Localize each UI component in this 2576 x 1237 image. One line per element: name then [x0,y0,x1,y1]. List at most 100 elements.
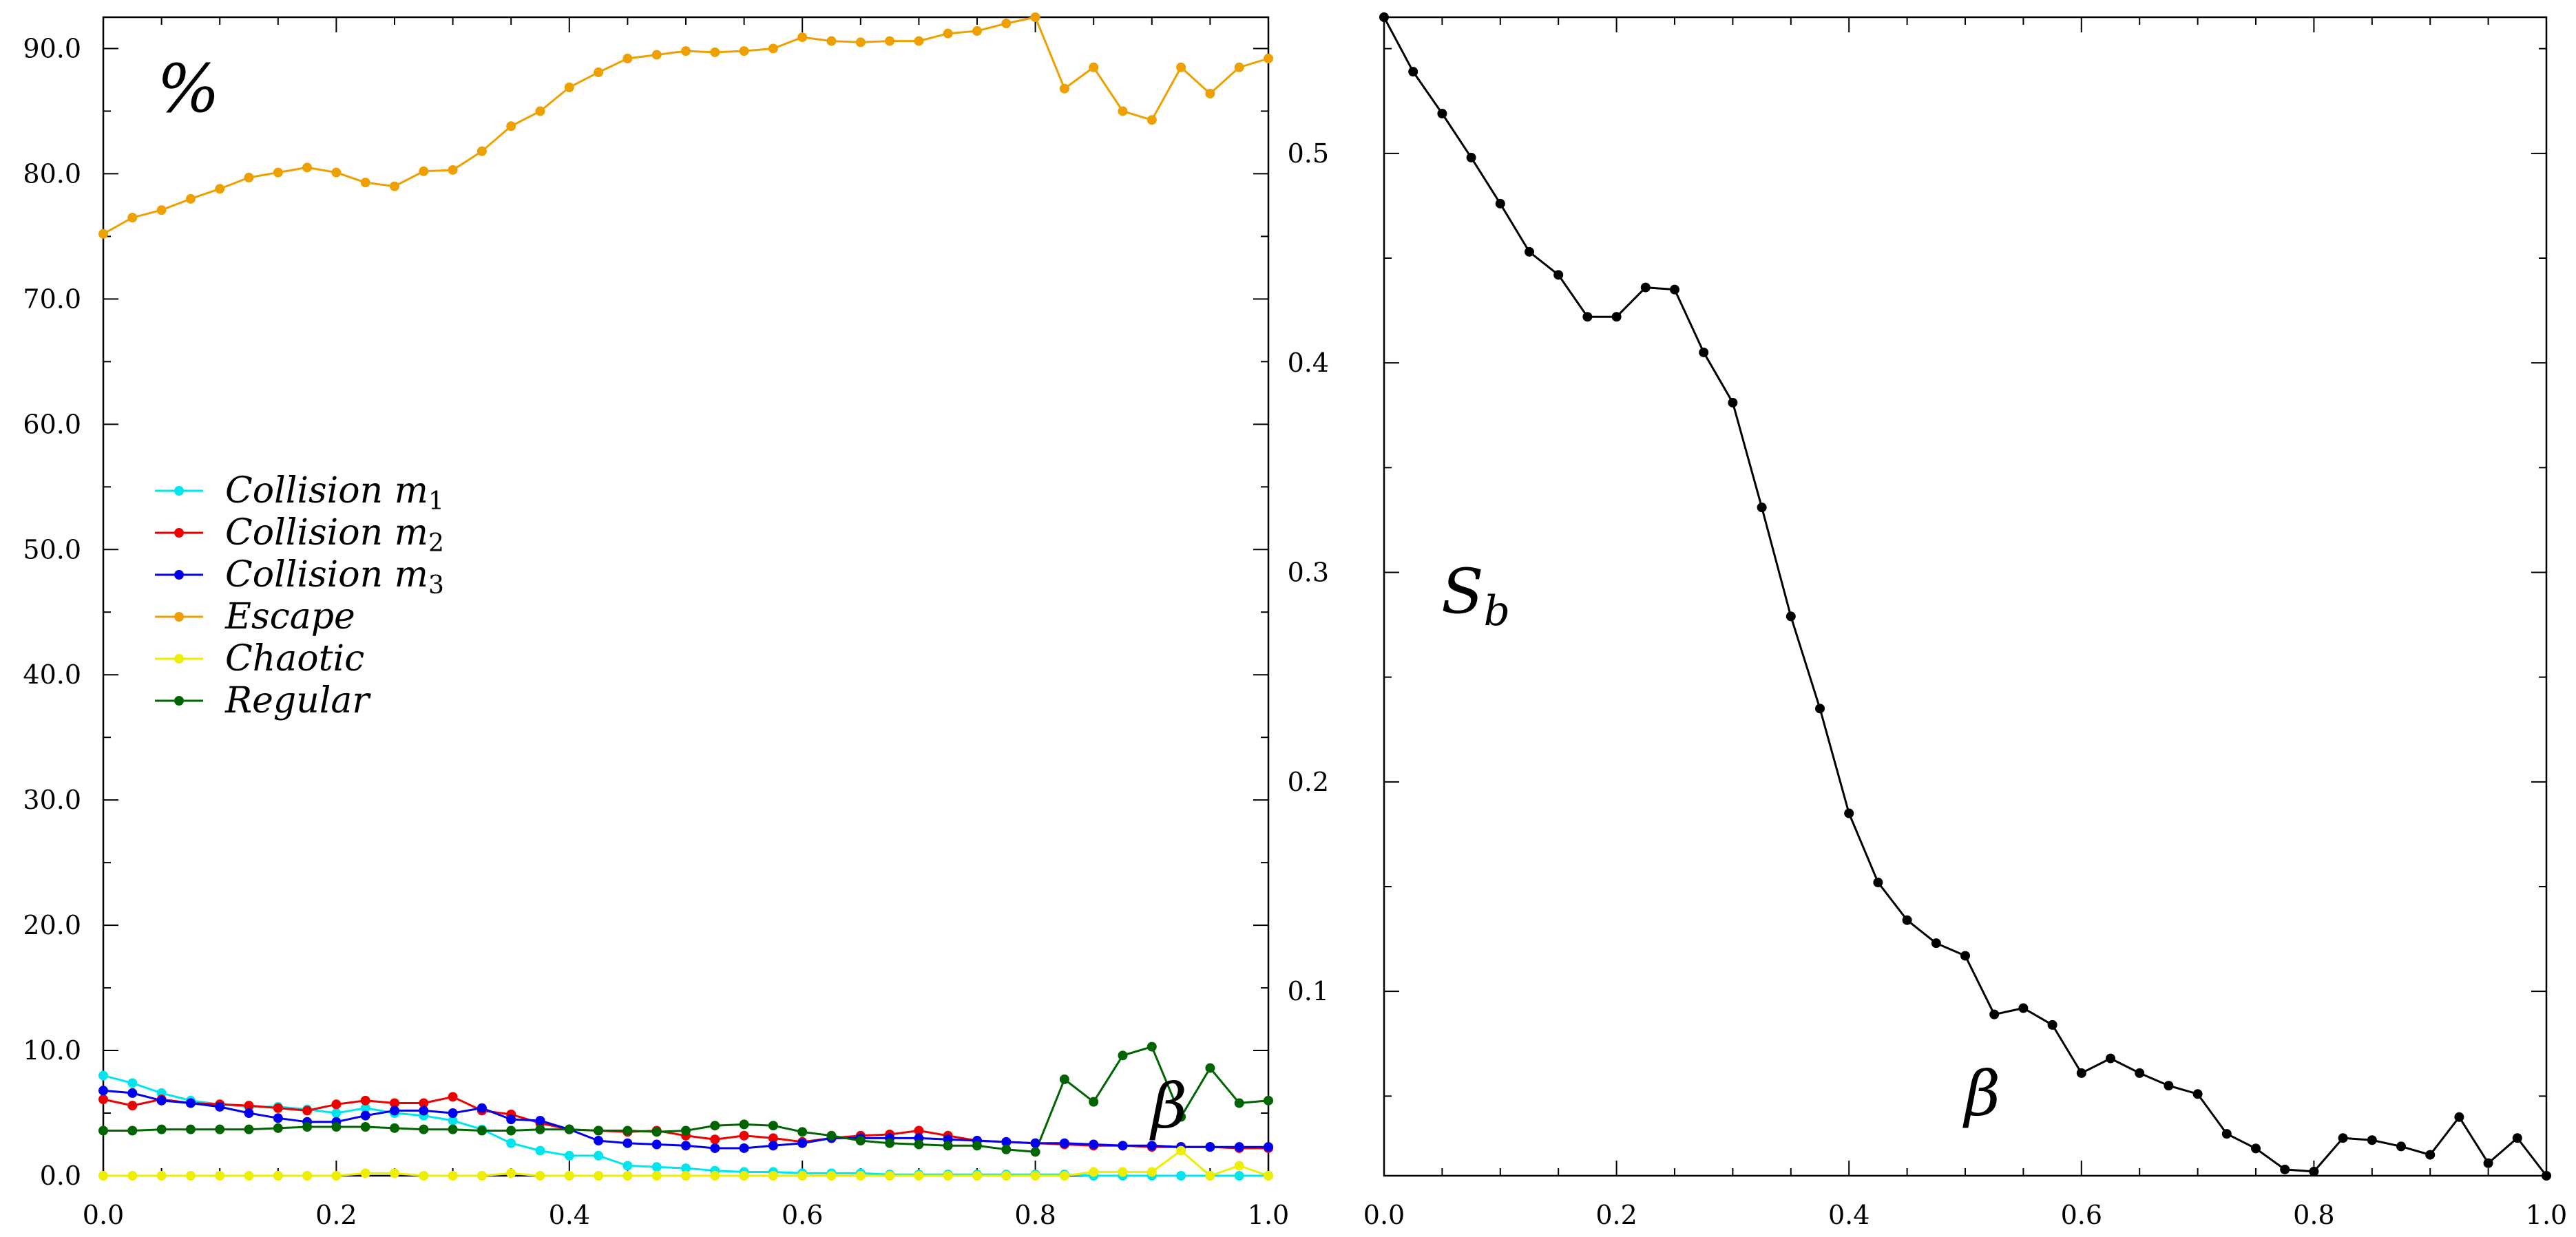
data-point [1234,1161,1244,1171]
data-point [855,1171,866,1181]
data-point [622,1161,633,1171]
data-point [710,1143,720,1153]
data-point [127,1125,138,1136]
left-tick-labels: 0.0 0.2 0.4 0.6 0.8 1.0 0.0 10.0 20.0 30.0 40.0 50.… [23,33,1289,1230]
data-point [1059,1171,1069,1181]
data-point [622,54,633,64]
data-point [2425,1150,2436,1160]
data-point [506,121,516,131]
data-point [535,1171,545,1181]
legend-swatch-point [174,696,184,706]
data-point [885,1171,895,1181]
data-point [185,193,196,204]
data-point [127,213,138,223]
data-point [477,1125,487,1136]
data-point [1525,246,1534,257]
data-point [710,47,720,57]
data-point [768,1171,778,1181]
x-tick-label: 0.8 [1014,1200,1056,1230]
data-point [448,165,458,175]
data-point [2192,1089,2203,1099]
data-point [2018,1003,2029,1013]
x-tick-label: 0.2 [1595,1200,1637,1230]
right-x-axis-label: β [1962,1058,2000,1130]
right-axis-ticks [1383,17,2547,1176]
data-point [768,1133,778,1143]
data-point [127,1171,138,1181]
data-point [448,1108,458,1119]
data-point [1264,54,1273,64]
data-point [1118,1141,1128,1151]
data-point [855,37,866,47]
data-point [1001,1136,1012,1147]
legend-entry-subscript: 3 [428,571,444,600]
y-tick-label: 0.3 [1288,558,1329,588]
data-point [681,1163,691,1174]
y-tick-label: 70.0 [23,284,81,314]
x-tick-label: 0.6 [2061,1200,2102,1230]
data-point [390,181,399,191]
x-tick-label: 0.2 [315,1200,357,1230]
data-point [651,1171,662,1181]
data-point [739,1130,749,1141]
data-point [1001,1171,1012,1181]
legend-swatch-point [174,528,184,538]
data-point [1495,198,1505,209]
data-point [390,1106,399,1116]
data-point [360,1095,370,1106]
data-point [244,1124,254,1134]
data-point [826,36,837,46]
data-point [98,1171,108,1181]
data-point [1640,282,1651,293]
data-point [797,1171,808,1181]
data-point [768,43,778,54]
data-point [215,1101,225,1112]
legend-entry-subscript: 2 [428,529,444,558]
data-point [302,162,313,173]
y-tick-label: 50.0 [23,534,81,564]
data-point [594,1150,604,1161]
y-tick-label: 20.0 [23,910,81,940]
data-point [1902,915,1912,925]
data-point [2221,1129,2232,1139]
data-point [1059,1138,1069,1148]
data-point [1931,938,1941,949]
data-point [506,1168,516,1178]
data-point [768,1121,778,1131]
data-point [506,1114,516,1125]
data-point [360,1110,370,1121]
data-point [1146,1167,1157,1177]
data-point [2106,1053,2115,1064]
data-point [2309,1166,2319,1176]
data-point [215,184,225,194]
legend-swatch-point [174,486,184,496]
legend-entry-label: Chaotic [225,638,364,679]
data-point [1001,19,1012,29]
data-point [855,1136,866,1146]
right-series-lines [1383,17,2548,1176]
data-point [98,229,108,239]
data-point [564,82,574,92]
data-point [1030,12,1040,22]
data-point [972,1171,982,1181]
data-point [302,1171,313,1181]
data-point [1844,808,1854,818]
x-tick-label: 0.6 [782,1200,823,1230]
data-point [914,36,924,46]
data-point [1234,1171,1244,1181]
left-y-axis-label: % [157,50,220,127]
data-point [127,1088,138,1098]
data-point [1408,67,1418,77]
legend-swatch-point [174,612,184,622]
data-point [98,1086,108,1096]
data-point [506,1138,516,1148]
data-point [1030,1138,1040,1148]
data-point [1466,152,1476,162]
data-point [98,1095,108,1105]
data-point [622,1125,633,1136]
data-point [2164,1081,2174,1091]
right-y-axis-label-sub: b [1484,587,1510,635]
data-point [1379,12,1389,22]
data-point [710,1121,720,1131]
data-point [419,1124,429,1134]
